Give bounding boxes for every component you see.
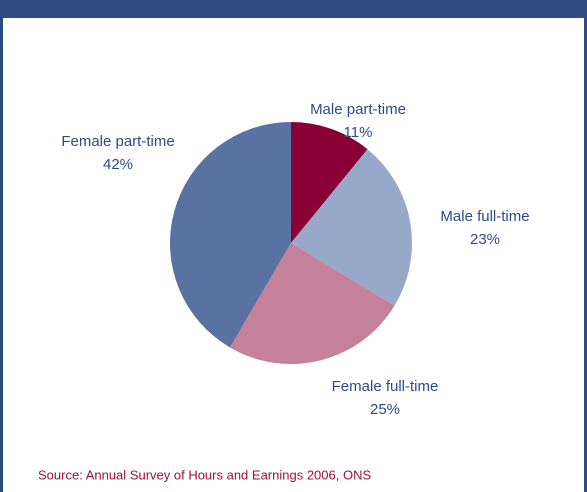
slice-value-label: 11% <box>344 124 373 141</box>
pie-slice <box>291 122 368 243</box>
source-note: Source: Annual Survey of Hours and Earni… <box>38 467 371 482</box>
frame-right <box>584 0 587 492</box>
slice-label: Female part-time <box>61 133 174 150</box>
slice-label: Male full-time <box>440 208 529 225</box>
slice-value-label: 23% <box>470 231 500 248</box>
slice-label: Female full-time <box>332 378 439 395</box>
frame-left <box>0 0 3 492</box>
pie-slice <box>229 243 395 364</box>
header-bar <box>0 0 587 18</box>
slice-value-label: 42% <box>103 156 133 173</box>
slice-value-label: 25% <box>370 401 400 418</box>
slice-label: Male part-time <box>310 101 406 118</box>
pie-slice <box>170 122 291 348</box>
pie-slice <box>291 149 412 306</box>
